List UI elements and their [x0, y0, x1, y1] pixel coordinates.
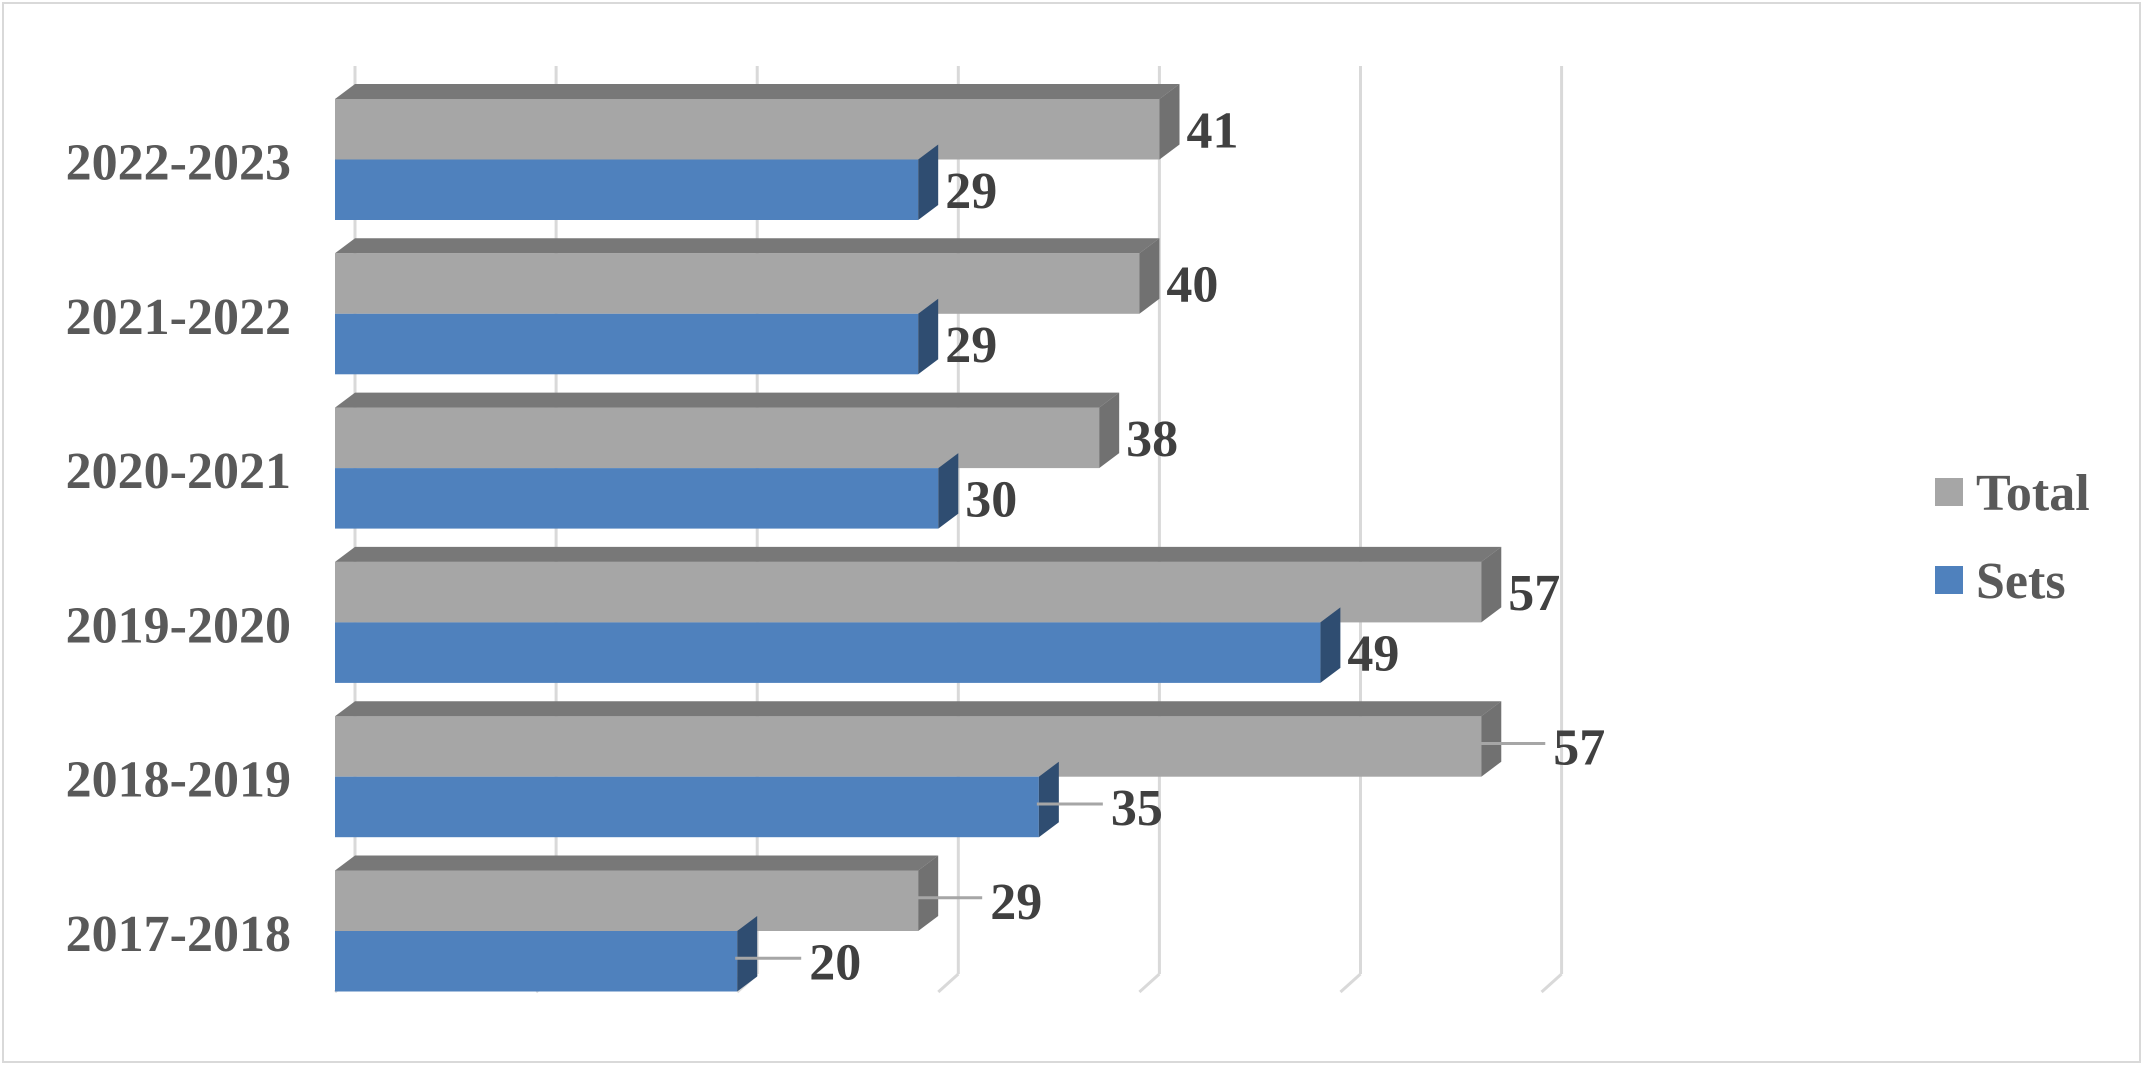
data-label-total-2019-2020: 57: [1508, 565, 1560, 622]
floor-gridline: [1138, 972, 1161, 994]
data-label-sets-2017-2018: 20: [809, 934, 861, 991]
data-label-sets-2018-2019: 35: [1111, 780, 1163, 837]
bar-sets-2018-2019: [335, 761, 1059, 838]
data-label-total-2022-2023: 41: [1187, 102, 1239, 159]
category-label-2021-2022: 2021-2022: [66, 289, 291, 346]
bar-total-2017-2018: [335, 855, 939, 931]
data-labels: 41 29 40 29 38 30 57 49 57 35 29 20: [809, 102, 1605, 991]
floor-gridline: [937, 972, 960, 994]
data-label-sets-2021-2022: 29: [945, 317, 997, 374]
legend: Total Sets: [1935, 465, 2090, 610]
bar-total-2018-2019: [335, 701, 1502, 777]
data-label-total-2021-2022: 40: [1166, 257, 1218, 314]
data-label-sets-2022-2023: 29: [945, 163, 997, 220]
category-label-2017-2018: 2017-2018: [66, 906, 291, 963]
category-label-2018-2019: 2018-2019: [66, 752, 291, 809]
bar-sets-2019-2020: [335, 607, 1341, 683]
bars: [335, 84, 1502, 992]
bar-total-2019-2020: [335, 546, 1502, 623]
category-axis: 2022-2023 2021-2022 2020-2021 2019-2020 2018…: [66, 135, 291, 964]
bar-chart: 41 29 40 29 38 30 57 49 57 35 29 20 2022-2023 2021-2…: [66, 66, 2090, 994]
legend-label-sets: Sets: [1976, 553, 2066, 610]
data-label-sets-2019-2020: 49: [1347, 626, 1399, 683]
floor-gridline: [1540, 972, 1563, 994]
data-label-total-2017-2018: 29: [990, 874, 1042, 931]
legend-label-total: Total: [1976, 465, 2090, 522]
bar-sets-2020-2021: [335, 453, 959, 529]
data-label-sets-2020-2021: 30: [965, 471, 1017, 528]
category-label-2020-2021: 2020-2021: [66, 443, 291, 500]
bar-sets-2017-2018: [335, 916, 758, 992]
leader-lines: [735, 741, 1546, 960]
bar-total-2021-2022: [335, 238, 1160, 314]
data-label-total-2018-2019: 57: [1553, 719, 1605, 776]
category-label-2022-2023: 2022-2023: [66, 135, 291, 192]
legend-swatch-sets: [1935, 566, 1963, 594]
legend-swatch-total: [1935, 478, 1963, 506]
category-label-2019-2020: 2019-2020: [66, 597, 291, 654]
bar-total-2020-2021: [335, 392, 1120, 469]
floor-gridline: [1339, 972, 1362, 994]
bar-sets-2022-2023: [335, 144, 939, 220]
bar-total-2022-2023: [335, 84, 1180, 160]
data-label-total-2020-2021: 38: [1126, 411, 1178, 468]
bar-sets-2021-2022: [335, 298, 939, 375]
